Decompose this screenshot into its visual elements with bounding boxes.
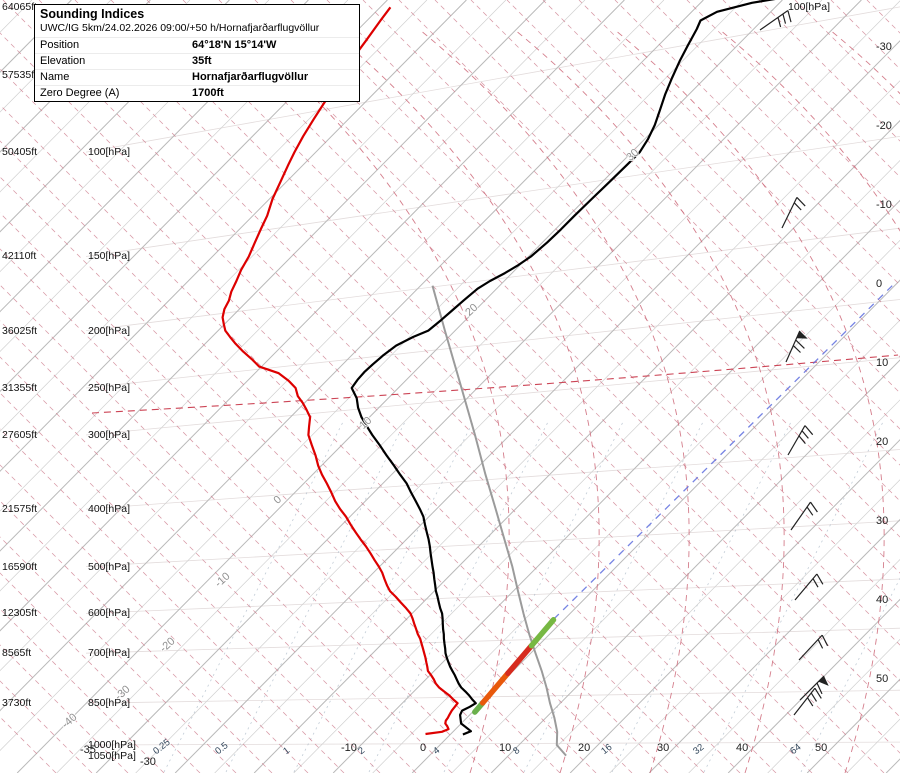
lcl-mixing-line	[544, 285, 893, 629]
info-value: 64°18'N 15°14'W	[192, 39, 277, 51]
moist-adiabat-grid	[239, 29, 900, 773]
info-label: Zero Degree (A)	[40, 87, 120, 99]
sounding-indices-panel: Sounding Indices UWC/IG 5km/24.02.2026 0…	[34, 4, 360, 102]
info-row-position: Position 64°18'N 15°14'W	[35, 37, 359, 53]
info-value: 35ft	[192, 55, 212, 67]
info-row-zero-degree: Zero Degree (A) 1700ft	[35, 85, 359, 101]
panel-title: Sounding Indices	[40, 7, 145, 21]
reference-profile-line	[431, 285, 567, 757]
info-label: Position	[40, 39, 80, 51]
isobar-grid	[85, 6, 900, 746]
info-value: Hornafjarðarflugvöllur	[192, 71, 309, 83]
model-run-label: UWC/IG 5km/24.02.2026 09:00/+50 h/Hornaf…	[40, 22, 320, 34]
info-row-name: Name Hornafjarðarflugvöllur	[35, 69, 359, 85]
temperature-curve	[350, 0, 776, 736]
info-label: Name	[40, 71, 70, 83]
info-row-elevation: Elevation 35ft	[35, 53, 359, 69]
info-label: Elevation	[40, 55, 86, 67]
wind-barbs	[759, 10, 829, 716]
info-value: 1700ft	[192, 87, 224, 99]
dewpoint-curve	[221, 6, 459, 736]
freezing-reference-line	[91, 354, 899, 414]
parcel-segment	[472, 617, 557, 715]
